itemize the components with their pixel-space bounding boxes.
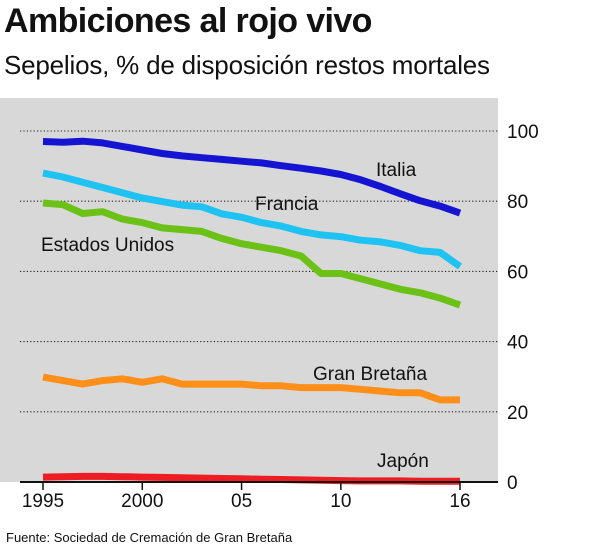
source-note: Fuente: Sociedad de Cremación de Gran Br…	[6, 530, 293, 545]
series-line	[42, 169, 463, 270]
series-label: Francia	[255, 194, 319, 215]
series-line	[42, 137, 462, 217]
series-label: Estados Unidos	[41, 235, 174, 256]
series-line	[42, 373, 460, 404]
x-tick-label: 10	[330, 491, 351, 512]
chart-title: Ambiciones al rojo vivo	[4, 2, 372, 40]
series-labels: Italia Francia Estados Unidos Gran Bretaña J…	[41, 160, 429, 472]
x-tick-label: 1995	[22, 491, 64, 512]
x-tick-label: 16	[449, 491, 470, 512]
y-tick-label: 60	[507, 262, 528, 283]
y-tick-label: 20	[507, 403, 528, 424]
chart-subtitle: Sepelios, % de disposición restos mortal…	[4, 50, 490, 80]
y-tick-label: 0	[507, 473, 518, 494]
series-label: Italia	[376, 160, 417, 181]
series-label: Gran Bretaña	[313, 364, 427, 385]
y-tick-label: 100	[507, 122, 539, 143]
x-tick-label: 2000	[121, 491, 163, 512]
series-lines	[42, 137, 463, 485]
axes: 0 20 40 60 80 100 1995 2000 05 10 16	[20, 122, 539, 512]
series-line	[42, 199, 462, 309]
y-tick-label: 80	[507, 192, 528, 213]
y-tick-label: 40	[507, 333, 528, 354]
x-tick-label: 05	[231, 491, 252, 512]
series-label: Japón	[377, 451, 429, 472]
series-line	[42, 472, 460, 485]
